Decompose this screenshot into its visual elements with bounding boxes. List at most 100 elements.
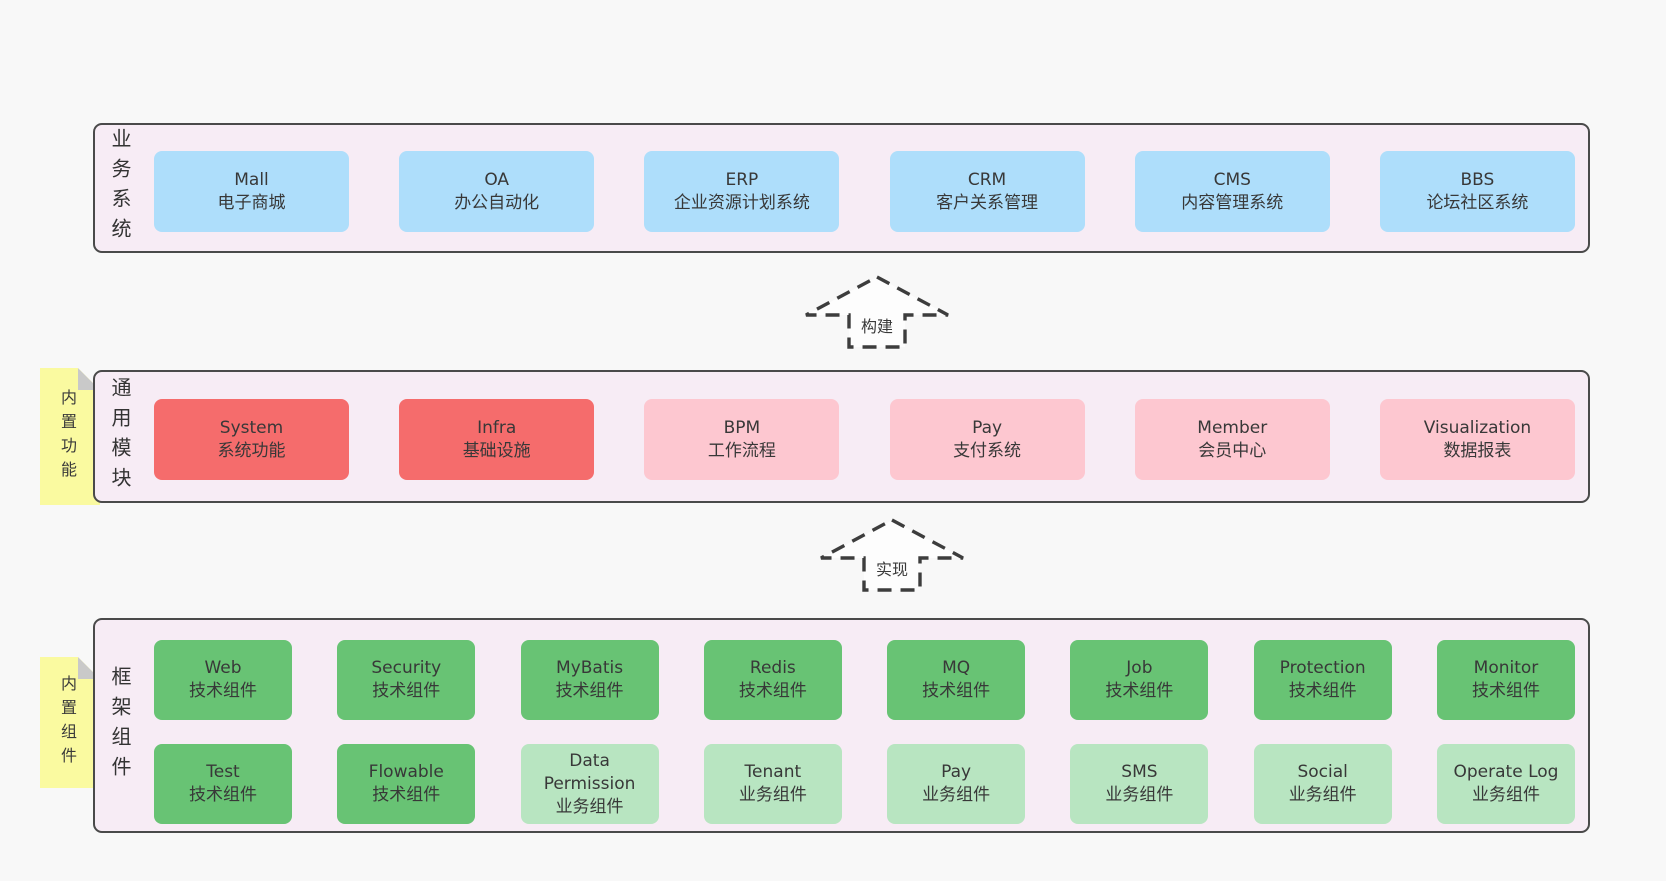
box-subtitle: 业务组件	[1105, 785, 1174, 805]
box-subtitle: 技术组件	[372, 681, 441, 701]
box-protection: Protection 技术组件	[1253, 640, 1392, 720]
box-visualization: Visualization 数据报表	[1379, 399, 1575, 480]
box-subtitle: 数据报表	[1443, 440, 1512, 461]
common-modules-row: System 系统功能 Infra 基础设施 BPM 工作流程 Pay 支付系统…	[154, 399, 1575, 480]
box-title: Protection	[1279, 658, 1366, 678]
box-subtitle: 系统功能	[217, 440, 286, 461]
box-bpm: BPM 工作流程	[644, 399, 840, 480]
business-systems-row: Mall 电子商城 OA 办公自动化 ERP 企业资源计划系统 CRM 客户关系…	[154, 151, 1575, 232]
box-subtitle: 技术组件	[189, 681, 257, 701]
box-job: Job 技术组件	[1070, 640, 1209, 720]
box-sms: SMS 业务组件	[1070, 744, 1209, 824]
box-member: Member 会员中心	[1134, 399, 1330, 480]
box-test: Test 技术组件	[154, 744, 292, 824]
box-title: Job	[1126, 658, 1153, 678]
box-title: Infra	[477, 417, 517, 438]
box-erp: ERP 企业资源计划系统	[644, 151, 840, 232]
box-title: Data Permission	[543, 750, 636, 794]
box-subtitle: 技术组件	[922, 681, 991, 701]
box-mybatis: MyBatis 技术组件	[520, 640, 659, 720]
box-subtitle: 内容管理系统	[1181, 192, 1284, 213]
box-mall: Mall 电子商城	[154, 151, 349, 232]
sticky-note-label: 内置功能	[58, 388, 77, 485]
box-subtitle: 业务组件	[922, 785, 991, 805]
box-title: Mall	[234, 169, 269, 190]
box-subtitle: 办公自动化	[454, 192, 540, 213]
box-security: Security 技术组件	[337, 640, 476, 720]
sticky-note-builtin-components: 内置组件	[40, 657, 100, 788]
box-infra: Infra 基础设施	[399, 399, 595, 480]
box-title: OA	[484, 169, 510, 190]
box-subtitle: 基础设施	[462, 440, 531, 461]
box-title: Test	[206, 762, 240, 782]
box-title: Visualization	[1423, 417, 1532, 438]
box-subtitle: 技术组件	[1105, 681, 1174, 701]
box-title: Operate Log	[1453, 762, 1559, 782]
box-title: Flowable	[368, 762, 444, 782]
box-subtitle: 业务组件	[555, 796, 624, 817]
box-monitor: Monitor 技术组件	[1436, 640, 1575, 720]
box-title: Web	[204, 658, 242, 678]
box-title: Monitor	[1473, 658, 1539, 678]
box-title: SMS	[1121, 762, 1158, 782]
box-subtitle: 论坛社区系统	[1426, 192, 1529, 213]
box-subtitle: 电子商城	[217, 192, 286, 213]
box-subtitle: 会员中心	[1198, 440, 1267, 461]
box-title: MyBatis	[556, 658, 624, 678]
box-system: System 系统功能	[154, 399, 349, 480]
box-title: CMS	[1213, 169, 1251, 190]
box-subtitle: 支付系统	[953, 440, 1022, 461]
box-title: BPM	[723, 417, 761, 438]
box-subtitle: 客户关系管理	[936, 192, 1039, 213]
box-pay-biz: Pay 业务组件	[887, 744, 1026, 824]
box-bbs: BBS 论坛社区系统	[1379, 151, 1575, 232]
up-block-arrow-icon	[820, 518, 964, 592]
box-operate-log: Operate Log 业务组件	[1436, 744, 1575, 824]
build-arrow: 构建	[804, 275, 950, 349]
arrow-label: 实现	[873, 556, 911, 580]
box-title: BBS	[1460, 169, 1495, 190]
box-subtitle: 技术组件	[1288, 681, 1357, 701]
box-data-permission: Data Permission 业务组件	[520, 744, 659, 824]
box-title: System	[219, 417, 284, 438]
framework-components-panel: 框架组件 Web 技术组件 Security 技术组件 MyBatis 技术组件…	[93, 618, 1590, 833]
box-title: Pay	[941, 762, 972, 782]
sticky-note-label: 内置组件	[58, 674, 77, 771]
box-subtitle: 技术组件	[372, 785, 441, 805]
sticky-note-builtin-features: 内置功能	[40, 368, 100, 505]
box-title: Tenant	[744, 762, 802, 782]
up-block-arrow-icon	[805, 275, 949, 349]
box-web: Web 技术组件	[154, 640, 292, 720]
box-pay: Pay 支付系统	[889, 399, 1085, 480]
box-flowable: Flowable 技术组件	[337, 744, 476, 824]
box-title: ERP	[725, 169, 759, 190]
box-title: Security	[371, 658, 442, 678]
box-subtitle: 业务组件	[1288, 785, 1357, 805]
box-title: Pay	[972, 417, 1003, 438]
box-cms: CMS 内容管理系统	[1134, 151, 1330, 232]
box-subtitle: 业务组件	[1471, 785, 1540, 805]
box-subtitle: 技术组件	[555, 681, 624, 701]
box-title: Social	[1297, 762, 1348, 782]
common-modules-panel: 通用模块 System 系统功能 Infra 基础设施 BPM 工作流程 Pay…	[93, 370, 1590, 503]
box-tenant: Tenant 业务组件	[703, 744, 842, 824]
box-crm: CRM 客户关系管理	[889, 151, 1085, 232]
implement-arrow: 实现	[819, 518, 965, 592]
box-redis: Redis 技术组件	[703, 640, 842, 720]
box-title: CRM	[967, 169, 1007, 190]
box-subtitle: 工作流程	[707, 440, 776, 461]
business-systems-panel: 业务系统 Mall 电子商城 OA 办公自动化 ERP 企业资源计划系统 CRM…	[93, 123, 1590, 253]
box-social: Social 业务组件	[1253, 744, 1392, 824]
box-subtitle: 企业资源计划系统	[673, 192, 810, 213]
arrow-label: 构建	[858, 313, 896, 337]
box-subtitle: 技术组件	[1471, 681, 1540, 701]
panel-label-business-systems: 业务系统	[108, 128, 132, 248]
box-subtitle: 技术组件	[189, 785, 257, 805]
framework-components-row-1: Web 技术组件 Security 技术组件 MyBatis 技术组件 Redi…	[154, 640, 1575, 720]
framework-components-row-2: Test 技术组件 Flowable 技术组件 Data Permission …	[154, 744, 1575, 824]
box-title: MQ	[942, 658, 971, 678]
box-title: Member	[1197, 417, 1268, 438]
box-oa: OA 办公自动化	[399, 151, 595, 232]
box-mq: MQ 技术组件	[887, 640, 1026, 720]
